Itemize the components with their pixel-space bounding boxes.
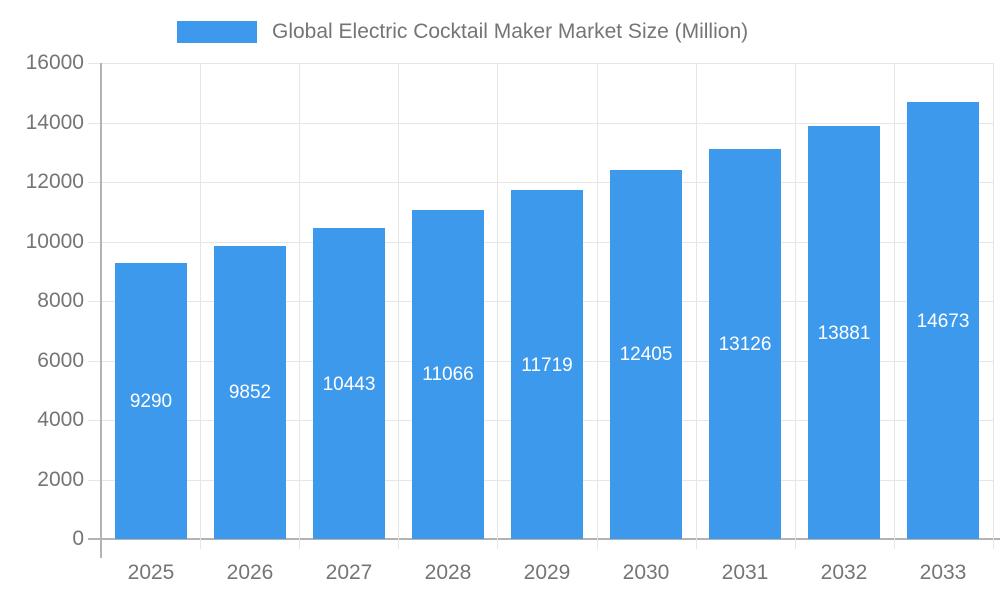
x-axis-tick-label: 2028	[424, 561, 472, 584]
legend-label: Global Electric Cocktail Maker Market Si…	[272, 20, 749, 43]
x-gridline	[993, 63, 994, 549]
x-axis-tick-label: 2032	[820, 561, 868, 584]
bar	[511, 190, 583, 539]
x-axis-tick-label: 2031	[721, 561, 769, 584]
bar-value-label: 10443	[322, 374, 376, 395]
bar	[709, 149, 781, 539]
y-axis-tick-label: 6000	[37, 349, 84, 372]
x-gridline	[894, 63, 895, 549]
x-gridline	[398, 63, 399, 549]
bar	[313, 228, 385, 539]
x-axis-tick-label: 2033	[919, 561, 967, 584]
legend-swatch-icon	[177, 21, 257, 43]
x-axis-line	[88, 538, 1000, 540]
y-axis-tick-label: 12000	[25, 170, 84, 193]
x-gridline	[597, 63, 598, 549]
x-axis-tick-label: 2025	[127, 561, 175, 584]
bar-value-label: 12405	[619, 344, 673, 365]
y-axis-tick-label: 10000	[25, 230, 84, 253]
bar-value-label: 13126	[718, 334, 772, 355]
bar	[214, 246, 286, 539]
y-axis-tick-label: 2000	[37, 468, 84, 491]
bar-value-label: 14673	[916, 311, 970, 332]
x-gridline	[795, 63, 796, 549]
bar	[907, 102, 979, 539]
bar-value-label: 13881	[817, 323, 871, 344]
bar	[610, 170, 682, 539]
x-gridline	[299, 63, 300, 549]
y-gridline	[88, 182, 993, 183]
x-gridline	[200, 63, 201, 549]
y-axis-line	[100, 63, 102, 558]
x-axis-tick-label: 2026	[226, 561, 274, 584]
x-axis-tick-label: 2029	[523, 561, 571, 584]
x-axis-tick-label: 2030	[622, 561, 670, 584]
x-gridline	[497, 63, 498, 549]
y-axis-tick-label: 14000	[25, 111, 84, 134]
x-gridline	[696, 63, 697, 549]
y-gridline	[88, 123, 993, 124]
y-axis-tick-label: 8000	[37, 289, 84, 312]
x-axis-tick-label: 2027	[325, 561, 373, 584]
bar-value-label: 9290	[129, 391, 173, 412]
y-axis-tick-label: 4000	[37, 408, 84, 431]
bar-value-label: 11719	[521, 355, 573, 376]
y-gridline	[88, 63, 993, 64]
bar	[808, 126, 880, 539]
y-axis-tick-label: 16000	[25, 51, 84, 74]
y-axis-tick-label: 0	[72, 527, 84, 550]
bar-value-label: 9852	[228, 382, 272, 403]
legend[interactable]: Global Electric Cocktail Maker Market Si…	[177, 21, 748, 43]
bar	[115, 263, 187, 539]
bar-value-label: 11066	[422, 364, 474, 385]
bar	[412, 210, 484, 539]
